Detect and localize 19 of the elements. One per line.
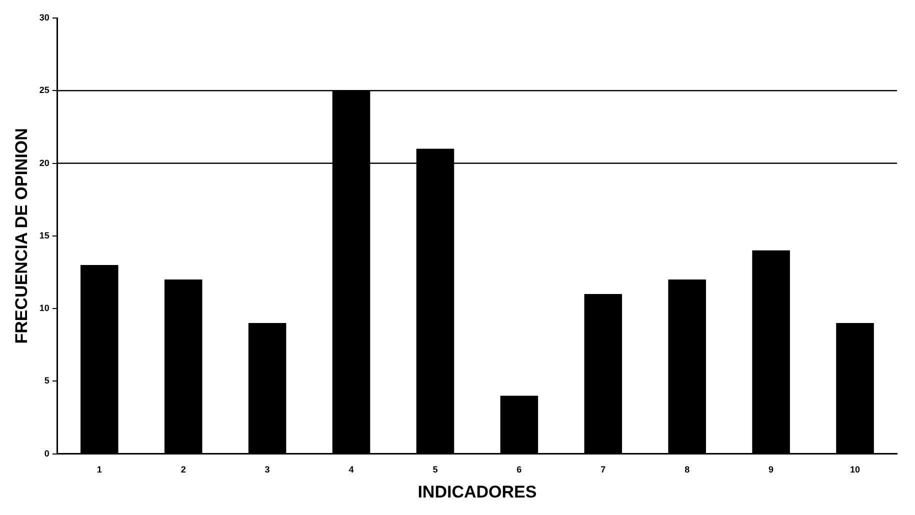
y-axis-title: FRECUENCIA DE OPINION — [12, 128, 31, 344]
x-tick-label: 2 — [180, 464, 186, 475]
x-tick-label: 10 — [850, 464, 860, 475]
y-tick-label: 0 — [44, 448, 50, 458]
y-tick-label: 20 — [39, 158, 50, 168]
x-tick-label: 3 — [264, 464, 270, 475]
x-tick-label: 8 — [684, 464, 690, 475]
y-tick-label: 15 — [39, 230, 50, 240]
x-tick-label: 4 — [348, 464, 354, 475]
x-tick-label: 9 — [768, 464, 774, 475]
y-tick-label: 25 — [39, 85, 50, 96]
y-tick-label: 30 — [39, 12, 50, 22]
x-axis-title: INDICADORES — [418, 482, 537, 502]
y-tick-label: 5 — [44, 376, 50, 386]
x-tick-label: 6 — [516, 464, 522, 475]
x-tick-label: 1 — [96, 464, 102, 475]
x-tick-label: 5 — [432, 464, 438, 475]
y-tick-label: 10 — [39, 303, 50, 314]
x-tick-label: 7 — [600, 464, 606, 475]
